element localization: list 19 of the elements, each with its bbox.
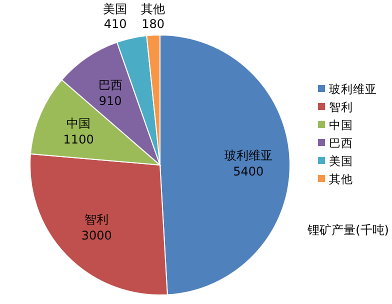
- legend-label: 美国: [329, 154, 353, 168]
- slice-label: 其他: [141, 2, 166, 16]
- data-label: 410: [104, 17, 127, 31]
- slice-label: 巴西: [98, 78, 122, 92]
- legend-label: 玻利维亚: [329, 82, 377, 96]
- legend-label: 智利: [329, 100, 353, 114]
- data-label: 910: [98, 94, 122, 108]
- data-label: 3000: [81, 228, 112, 243]
- legend-label: 其他: [329, 172, 353, 186]
- slice-label: 智利: [84, 212, 109, 227]
- legend-label: 巴西: [329, 136, 353, 150]
- data-label: 5400: [233, 164, 264, 178]
- data-label: 180: [142, 17, 165, 31]
- slice-label: 美国: [102, 2, 127, 16]
- slice-label: 中国: [66, 116, 91, 131]
- data-label: 1100: [63, 132, 94, 147]
- legend-label: 中国: [329, 118, 353, 132]
- slice-label: 玻利维亚: [224, 148, 272, 162]
- text: 锂矿产量(千吨): [306, 223, 389, 237]
